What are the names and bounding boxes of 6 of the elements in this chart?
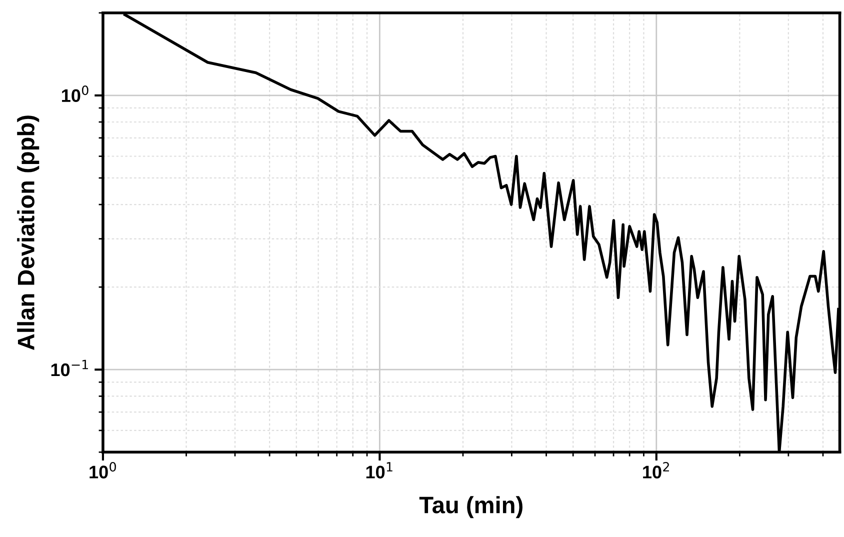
x-tick-label: 10$^{0}$ <box>90 462 116 478</box>
y-axis-title: Allan Deviation (ppb) <box>17 116 40 350</box>
x-axis-title: Tau (min) <box>419 496 522 518</box>
y-tick-label: 10$^{−1}$ <box>51 360 88 376</box>
x-tick-label: 10$^{1}$ <box>366 462 392 478</box>
x-tick-label: 10$^{2}$ <box>643 462 669 478</box>
